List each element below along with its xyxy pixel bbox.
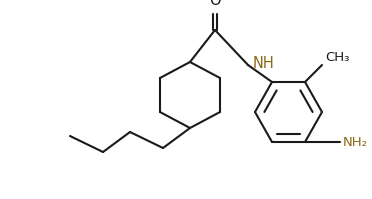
Text: O: O	[209, 0, 221, 8]
Text: CH₃: CH₃	[325, 51, 349, 64]
Text: NH₂: NH₂	[343, 136, 368, 148]
Text: NH: NH	[253, 56, 275, 70]
